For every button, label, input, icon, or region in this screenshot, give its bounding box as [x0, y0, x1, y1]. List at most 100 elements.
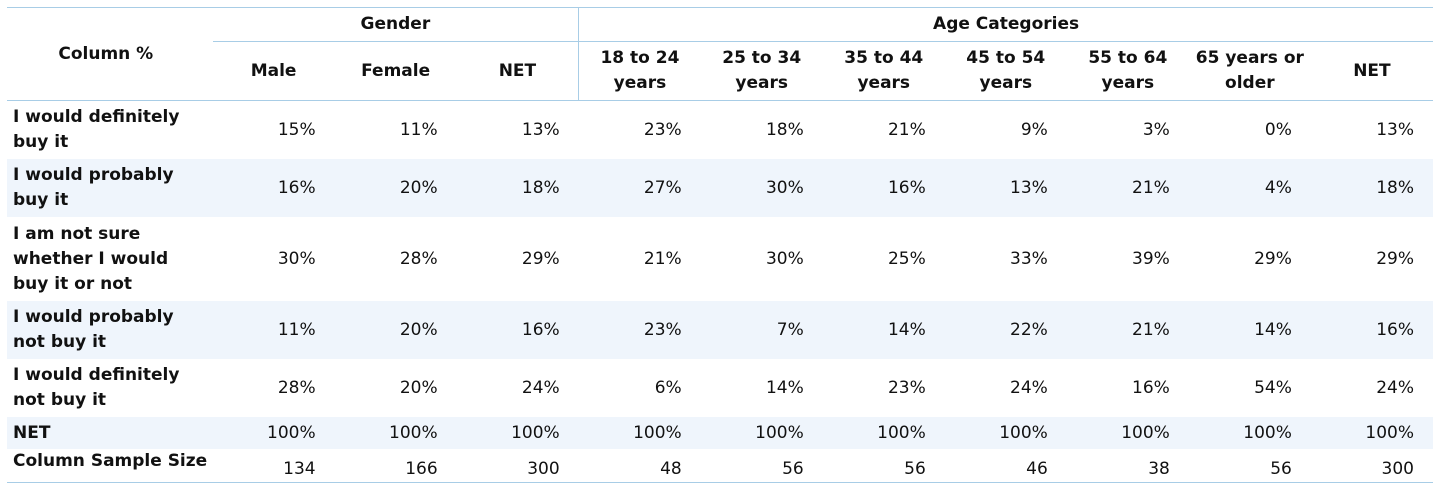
table-row: NET 100% 100% 100% 100% 100% 100% 100% 100% 100% 1… [7, 417, 1433, 449]
table-cell: 54% [1254, 377, 1292, 398]
table-cell: 7% [700, 301, 823, 359]
table-cell: 300 [1310, 449, 1433, 483]
row-label-line: I am not sure [13, 223, 141, 244]
row-label-line: not buy it [13, 390, 107, 410]
column-header: 45 to 54 years [944, 41, 1067, 101]
table-cell: 100% [700, 417, 823, 449]
table-cell: 18% [1310, 159, 1433, 217]
table-cell: 56 [822, 449, 945, 483]
column-header: 35 to 44 years [822, 41, 945, 101]
table-cell: 20% [399, 377, 438, 398]
table-cell: 25% [887, 248, 926, 269]
table-cell: 6% [654, 377, 682, 398]
table-cell: 56 [1188, 449, 1311, 483]
column-header: 65 years or older [1188, 41, 1311, 101]
column-header-line: NET [498, 60, 537, 81]
table-cell: 39% [1132, 248, 1170, 269]
column-header-line: 18 to 24 [600, 48, 680, 68]
column-header-line: years [735, 73, 789, 93]
table-cell: 21% [643, 248, 682, 269]
row-label-line: I would definitely [13, 107, 180, 127]
group-header-gender: Gender [212, 7, 579, 42]
column-header: 18 to 24 years [578, 41, 701, 101]
column-header-line: 35 to 44 [844, 48, 924, 68]
table-cell: 29% [1254, 248, 1292, 269]
table-cell: 22% [944, 301, 1067, 359]
table-cell: 18% [765, 119, 804, 140]
column-header: 25 to 34 years [700, 41, 823, 101]
corner-label: Column % [7, 7, 213, 101]
table-cell: 20% [334, 159, 457, 217]
table-cell: 14% [1188, 301, 1311, 359]
table-cell: 16% [1132, 377, 1170, 398]
table-cell: 166 [334, 449, 457, 483]
table-cell: 48 [578, 449, 701, 483]
row-label: I would probably buy it [7, 159, 213, 217]
table-cell: 14% [822, 301, 945, 359]
table-cell: 16% [212, 159, 335, 217]
column-header: NET [1310, 41, 1433, 101]
table-cell: 100% [822, 417, 945, 449]
table-cell: 0% [1264, 119, 1292, 140]
column-header-line: years [979, 73, 1033, 93]
group-header-row: Column % Gender Age Categories [7, 7, 1433, 101]
column-header-line: Female [361, 60, 431, 81]
table-cell: 28% [399, 248, 438, 269]
row-label: I would probably not buy it [7, 301, 213, 359]
table-cell: 13% [521, 119, 560, 140]
table-row: I would definitely buy it 15% 11% 13% 23% 18% 2… [7, 101, 1433, 160]
column-header-line: Male [250, 60, 297, 81]
table-cell: 30% [700, 159, 823, 217]
table-cell: 24% [521, 377, 560, 398]
row-label-line: buy it [13, 132, 69, 152]
row-label: Column Sample Size [7, 449, 213, 483]
table-cell: 29% [1376, 248, 1414, 269]
table-row: I would definitely not buy it 28% 20% 24% 6% 1… [7, 359, 1433, 417]
column-header-line: 55 to 64 [1088, 48, 1168, 68]
column-header-line: years [857, 73, 911, 93]
table-cell: 38 [1066, 449, 1189, 483]
column-header-line: older [1225, 73, 1275, 93]
table-cell: 33% [1010, 248, 1048, 269]
column-header: 55 to 64 years [1066, 41, 1189, 101]
row-label-line: whether I would [13, 248, 169, 269]
row-label-line: not buy it [13, 332, 107, 352]
table-cell: 21% [1066, 301, 1189, 359]
table-cell: 3% [1142, 119, 1170, 140]
table-cell: 23% [578, 301, 701, 359]
table-cell: 29% [521, 248, 560, 269]
row-label-line: I would probably [13, 165, 174, 185]
row-label: I would definitely not buy it [7, 359, 213, 417]
table-row: I would probably not buy it 11% 20% 16% 23% 7%… [7, 301, 1433, 359]
crosstab-table: Column % Gender Age Categories Male Femal… [7, 7, 1433, 483]
table-cell: 18% [456, 159, 579, 217]
group-header-age-categories: Age Categories [578, 7, 1433, 42]
table-cell: 11% [399, 119, 438, 140]
column-header-line: 65 years or [1195, 48, 1304, 68]
table-cell: 100% [578, 417, 701, 449]
table-cell: 20% [334, 301, 457, 359]
table-cell: 28% [277, 377, 316, 398]
row-label-line: buy it [13, 190, 69, 210]
table-cell: 100% [1310, 417, 1433, 449]
table-cell: 24% [1376, 377, 1414, 398]
table-cell: 30% [765, 248, 804, 269]
column-header-line: 45 to 54 [966, 48, 1046, 68]
row-label-line: Column Sample Size [13, 451, 208, 471]
row-label-line: buy it or not [13, 273, 133, 294]
row-label-line: NET [13, 422, 51, 443]
table-cell: 100% [1188, 417, 1311, 449]
column-header-row: Male Female NET 18 to 24 years 25 to 34 years 3… [7, 41, 1433, 101]
table-body: I would definitely buy it 15% 11% 13% 23% 18% 2… [7, 101, 1433, 483]
row-label-line: I would definitely [13, 365, 180, 385]
table-cell: 100% [212, 417, 335, 449]
table-cell: 14% [765, 377, 804, 398]
table-cell: 27% [578, 159, 701, 217]
table-cell: 13% [1376, 119, 1414, 140]
table-cell: 13% [944, 159, 1067, 217]
table-row: Column Sample Size 134 166 300 48 56 56 46 38 56 3… [7, 449, 1433, 483]
table-row: I am not sure whether I would buy it or no… [7, 217, 1433, 301]
column-header-line: years [613, 73, 667, 93]
column-header: Male [212, 41, 335, 101]
table-cell: 100% [456, 417, 579, 449]
